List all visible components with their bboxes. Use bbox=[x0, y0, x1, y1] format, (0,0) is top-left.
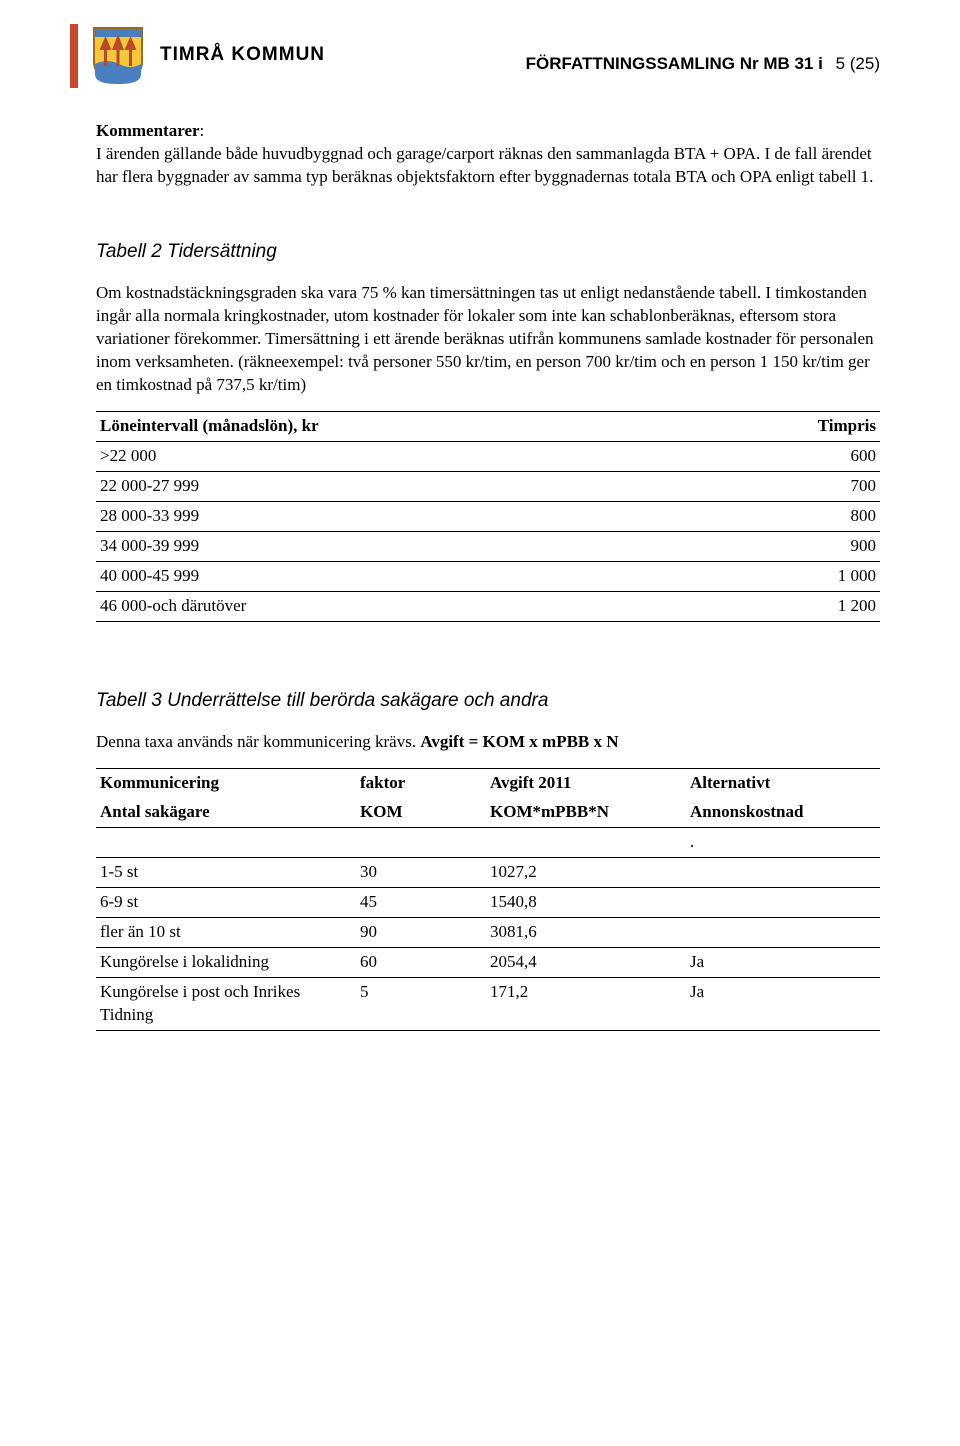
logo-block: TIMRÅ KOMMUN bbox=[90, 24, 325, 86]
t1-cell: 1 000 bbox=[760, 561, 880, 591]
table-row: 22 000-27 999700 bbox=[96, 472, 880, 502]
table-row: Kungörelse i lokalidning 60 2054,4 Ja bbox=[96, 947, 880, 977]
t2-cell: 2054,4 bbox=[486, 947, 686, 977]
t2-h3a: Avgift 2011 bbox=[486, 769, 686, 798]
header-right: FÖRFATTNINGSSAMLING Nr MB 31 i 5 (25) bbox=[526, 24, 880, 74]
t1-cell: 700 bbox=[760, 472, 880, 502]
t2-cell: 1-5 st bbox=[96, 858, 356, 888]
t1-cell: 40 000-45 999 bbox=[96, 561, 760, 591]
t2-cell: 90 bbox=[356, 917, 486, 947]
table-row: fler än 10 st 90 3081,6 bbox=[96, 917, 880, 947]
org-name: TIMRÅ KOMMUN bbox=[160, 44, 325, 66]
t2-cell: 45 bbox=[356, 888, 486, 918]
page: TIMRÅ KOMMUN FÖRFATTNINGSSAMLING Nr MB 3… bbox=[0, 0, 960, 1446]
t1-cell: 28 000-33 999 bbox=[96, 501, 760, 531]
t1-cell: 22 000-27 999 bbox=[96, 472, 760, 502]
t2-cell: fler än 10 st bbox=[96, 917, 356, 947]
page-indicator: 5 (25) bbox=[836, 54, 880, 73]
table-kommunicering: Kommunicering faktor Avgift 2011 Alterna… bbox=[96, 768, 880, 1030]
t2-cell bbox=[686, 888, 880, 918]
t1-cell: >22 000 bbox=[96, 442, 760, 472]
t1-cell: 800 bbox=[760, 501, 880, 531]
tabell3-intro-bold: Avgift = KOM x mPBB x N bbox=[420, 732, 618, 751]
t2-h4b: Annonskostnad bbox=[686, 798, 880, 827]
colon: : bbox=[200, 121, 205, 140]
table-row: 6-9 st 45 1540,8 bbox=[96, 888, 880, 918]
t2-h2a: faktor bbox=[356, 769, 486, 798]
table-row: 46 000-och därutöver1 200 bbox=[96, 591, 880, 621]
table-row: . bbox=[96, 828, 880, 858]
tabell3-intro: Denna taxa används när kommunicering krä… bbox=[96, 731, 880, 754]
kommentarer-text: I ärenden gällande både huvudbyggnad och… bbox=[96, 144, 873, 186]
t2-cell bbox=[486, 828, 686, 858]
tabell2-heading: Tabell 2 Tidersättning bbox=[96, 239, 880, 265]
tabell3-heading: Tabell 3 Underrättelse till berörda sakä… bbox=[96, 688, 880, 714]
t2-cell: 5 bbox=[356, 977, 486, 1030]
t2-cell: 1027,2 bbox=[486, 858, 686, 888]
t2-cell: 171,2 bbox=[486, 977, 686, 1030]
content: Kommentarer: I ärenden gällande både huv… bbox=[96, 120, 880, 1031]
t2-cell bbox=[356, 828, 486, 858]
t2-cell bbox=[686, 917, 880, 947]
table-row: 28 000-33 999800 bbox=[96, 501, 880, 531]
t2-h1a: Kommunicering bbox=[96, 769, 356, 798]
t1-cell: 34 000-39 999 bbox=[96, 531, 760, 561]
table-row: 34 000-39 999900 bbox=[96, 531, 880, 561]
t2-cell-dot: . bbox=[686, 828, 880, 858]
t2-cell: Ja bbox=[686, 977, 880, 1030]
side-accent-stripe bbox=[70, 24, 78, 88]
t1-cell: 1 200 bbox=[760, 591, 880, 621]
kommentarer-block: Kommentarer: I ärenden gällande både huv… bbox=[96, 120, 880, 189]
t2-cell: Kungörelse i post och Inrikes Tidning bbox=[96, 977, 356, 1030]
kommentarer-label: Kommentarer bbox=[96, 121, 200, 140]
table-row: Kungörelse i post och Inrikes Tidning 5 … bbox=[96, 977, 880, 1030]
t1-cell: 46 000-och därutöver bbox=[96, 591, 760, 621]
t2-cell: 1540,8 bbox=[486, 888, 686, 918]
t2-cell: Kungörelse i lokalidning bbox=[96, 947, 356, 977]
t2-h3b: KOM*mPBB*N bbox=[486, 798, 686, 827]
municipal-shield-icon bbox=[90, 24, 146, 86]
table-row: >22 000600 bbox=[96, 442, 880, 472]
t2-cell bbox=[686, 858, 880, 888]
t2-h4a: Alternativt bbox=[686, 769, 880, 798]
tabell2-para: Om kostnadstäckningsgraden ska vara 75 %… bbox=[96, 282, 880, 397]
t2-cell: 30 bbox=[356, 858, 486, 888]
t2-h2b: KOM bbox=[356, 798, 486, 827]
tabell3-intro-plain: Denna taxa används när kommunicering krä… bbox=[96, 732, 420, 751]
collection-title: FÖRFATTNINGSSAMLING Nr MB 31 i bbox=[526, 54, 823, 73]
table-row: 40 000-45 9991 000 bbox=[96, 561, 880, 591]
header: TIMRÅ KOMMUN FÖRFATTNINGSSAMLING Nr MB 3… bbox=[96, 24, 880, 86]
t1-cell: 600 bbox=[760, 442, 880, 472]
t2-cell: 60 bbox=[356, 947, 486, 977]
table-row: 1-5 st 30 1027,2 bbox=[96, 858, 880, 888]
t2-cell bbox=[96, 828, 356, 858]
t2-cell: 6-9 st bbox=[96, 888, 356, 918]
t1-col2-header: Timpris bbox=[760, 412, 880, 442]
t1-cell: 900 bbox=[760, 531, 880, 561]
table-timpris: Löneintervall (månadslön), kr Timpris >2… bbox=[96, 411, 880, 622]
t2-h1b: Antal sakägare bbox=[96, 798, 356, 827]
t2-cell: Ja bbox=[686, 947, 880, 977]
t2-cell: 3081,6 bbox=[486, 917, 686, 947]
t1-col1-header: Löneintervall (månadslön), kr bbox=[96, 412, 760, 442]
